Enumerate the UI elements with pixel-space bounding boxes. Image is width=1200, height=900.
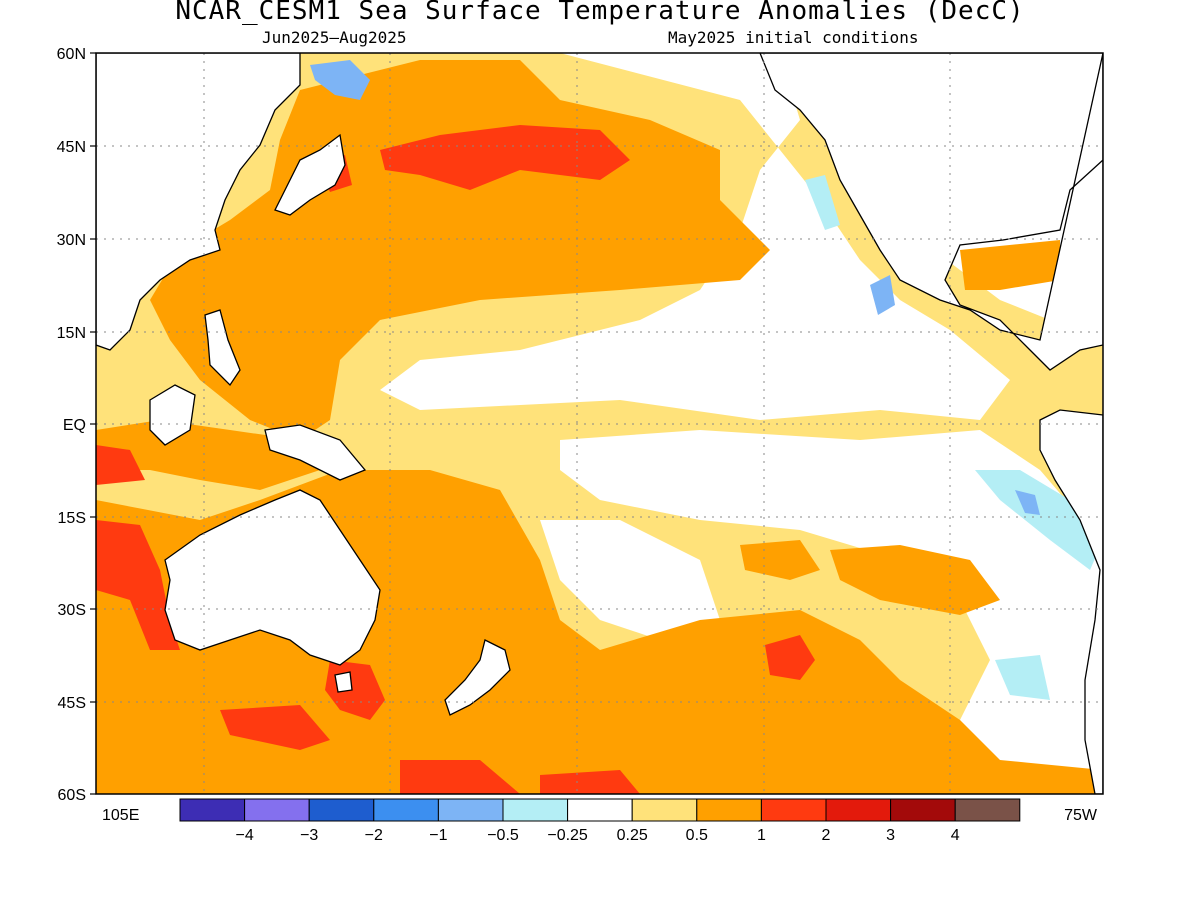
white-northeast-pacific [380, 53, 1010, 420]
lat-labels: 60N 45N 30N 15N EQ 15S 30S 45S 60S [57, 46, 86, 804]
tasmania [334, 671, 353, 693]
lat-label: 45N [57, 139, 86, 156]
orange-north-america [960, 240, 1060, 290]
colorbar-label: 4 [951, 827, 960, 844]
colorbar: −4 −3 −2 −1 −0.5 −0.25 0.25 0.5 1 2 3 4 [179, 798, 1021, 844]
red-south [400, 760, 520, 794]
south-america [1039, 409, 1103, 794]
colorbar-label: 0.25 [617, 827, 648, 844]
australia [164, 489, 381, 666]
colorbar-label: 1 [757, 827, 766, 844]
orange-east-south [830, 545, 1000, 615]
colorbar-label: 2 [822, 827, 831, 844]
lat-label: 45S [58, 695, 86, 712]
colorbar-label: −3 [300, 827, 318, 844]
blue-okhotsk [310, 60, 370, 100]
lat-label: 60S [58, 787, 86, 804]
colorbar-label: −0.5 [487, 827, 519, 844]
colorbar-swatch [825, 798, 892, 822]
blue-baja [870, 275, 895, 315]
red-southeast [765, 635, 815, 680]
philippines [204, 309, 241, 387]
new-zealand [444, 639, 511, 716]
colorbar-swatch [696, 798, 762, 822]
white-south-central [540, 520, 720, 640]
colorbar-swatch [954, 798, 1021, 822]
colorbar-swatch [760, 798, 827, 822]
colorbar-label: −0.25 [547, 827, 588, 844]
colorbar-swatch [502, 798, 569, 822]
orange-east-south2 [740, 540, 820, 580]
lat-label: 15N [57, 325, 86, 342]
colorbar-label: −2 [365, 827, 383, 844]
colorbar-swatch [890, 798, 956, 822]
lat-ticks [90, 52, 96, 795]
colorbar-label: 3 [886, 827, 895, 844]
borneo [149, 384, 196, 446]
blue-peru-core [1015, 490, 1040, 515]
colorbar-swatch [308, 798, 375, 822]
colorbar-swatch [567, 798, 633, 822]
orange-maritime [96, 420, 320, 490]
red-western-australia [96, 520, 180, 650]
gridlines [96, 53, 1103, 794]
lightblue-california [805, 175, 840, 230]
red-indian-west [96, 445, 145, 485]
lat-label: 60N [57, 46, 86, 63]
coastlines [96, 53, 1103, 794]
forecast-period: Jun2025–Aug2025 [262, 28, 407, 47]
lat-label: 15S [58, 510, 86, 527]
lon-label-right: 75W [1064, 807, 1098, 824]
north-america [759, 53, 1103, 371]
colorbar-label: 0.5 [686, 827, 708, 844]
colorbar-swatch [631, 798, 698, 822]
lightblue-peru [975, 470, 1103, 570]
white-east-equatorial [560, 430, 1103, 600]
colorbar-swatch [179, 798, 246, 822]
new-guinea [264, 424, 367, 481]
colorbar-label: −1 [429, 827, 447, 844]
map-title: NCAR_CESM1 Sea Surface Temperature Anoma… [175, 0, 1025, 26]
asia-continent [96, 53, 301, 351]
colorbar-swatch [437, 798, 504, 822]
lon-label-left: 105E [102, 807, 139, 824]
colorbar-swatch [373, 798, 439, 822]
colorbar-label: −4 [235, 827, 253, 844]
lat-label: 30S [58, 602, 86, 619]
colorbar-swatch [244, 798, 310, 822]
japan [274, 133, 346, 216]
lightblue-southeast [995, 655, 1050, 700]
red-kuroshio-extension [380, 125, 630, 190]
lat-label: EQ [63, 417, 86, 434]
red-south2 [540, 770, 640, 794]
initial-conditions: May2025 initial conditions [668, 28, 919, 47]
red-south-indian [220, 705, 330, 750]
lat-label: 30N [57, 232, 86, 249]
